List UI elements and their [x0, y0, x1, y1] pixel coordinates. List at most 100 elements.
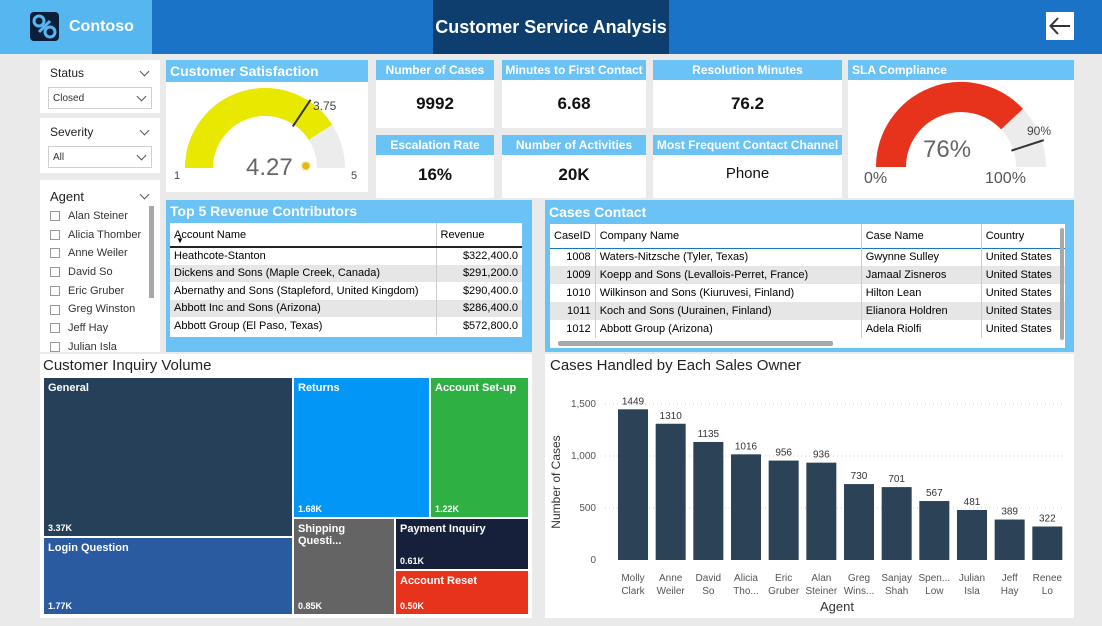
bar[interactable]	[693, 441, 724, 560]
table-row[interactable]: 1010 Wilkinson and Sons (Kiuruvesi, Finla…	[550, 284, 1065, 302]
treemap-tile[interactable]: Payment Inquiry 0.61K	[395, 518, 529, 570]
column-header-company-name[interactable]: Company Name	[595, 224, 862, 248]
vertical-scrollbar[interactable]	[1060, 228, 1064, 340]
agent-option[interactable]: Alan Steiner	[50, 210, 150, 229]
table-row[interactable]: 1008 Waters-Nitzsche (Tyler, Texas) Gwynne…	[550, 248, 1065, 266]
status-collapse-icon[interactable]	[139, 66, 150, 77]
revenue-cell: $291,200.0	[462, 267, 518, 280]
table-row[interactable]: 1012 Abbott Group (Arizona) Adela Riolfi Un…	[550, 320, 1065, 338]
x-tick-label: Isla	[964, 586, 980, 597]
country-cell: United States	[985, 305, 1052, 317]
x-tick-label: Greg	[848, 573, 870, 584]
agent-option[interactable]: Anne Weiler	[50, 247, 150, 266]
back-button[interactable]	[1046, 12, 1074, 40]
bar[interactable]	[731, 454, 761, 560]
revenue-cell: $572,800.0	[462, 319, 518, 332]
column-header-revenue[interactable]: Revenue	[440, 228, 485, 241]
bar[interactable]	[994, 519, 1025, 560]
gauge-fill	[185, 88, 333, 169]
checkbox[interactable]	[50, 248, 60, 259]
caseid-cell: 1010	[550, 284, 596, 302]
checkbox[interactable]	[50, 304, 60, 315]
bar[interactable]	[844, 484, 874, 560]
agent-option[interactable]: Jeff Hay	[50, 322, 150, 341]
contoso-logo-icon	[30, 12, 59, 41]
x-tick-label: David	[696, 573, 722, 584]
treemap-tile-label: General	[48, 382, 89, 394]
treemap-tile[interactable]: Shipping Questi... 0.85K	[293, 518, 395, 615]
agent-slicer: Agent Alan Steiner Alicia Thomber Anne Wei…	[40, 180, 160, 352]
treemap-tile[interactable]: Account Set-up 1.22K	[430, 377, 529, 518]
treemap-tile[interactable]: Returns 1.68K	[293, 377, 430, 518]
checkbox[interactable]	[50, 323, 60, 334]
status-slicer-title: Status	[50, 66, 85, 80]
x-tick-label: Anne	[659, 573, 683, 584]
cases-contact-table-body: CaseID Company Name Case Name Country 10…	[550, 224, 1065, 348]
agent-option[interactable]: David So	[50, 266, 150, 285]
country-cell: United States	[985, 251, 1052, 264]
company-name-cell: Koepp and Sons (Levallois-Perret, France…	[595, 266, 862, 284]
checkbox[interactable]	[50, 229, 60, 240]
agent-option[interactable]: Alicia Thomber	[50, 229, 150, 248]
checkbox[interactable]	[50, 211, 60, 222]
customer-inquiry-volume-title: Customer Inquiry Volume	[43, 357, 212, 374]
agent-scrollbar[interactable]	[149, 206, 154, 298]
revenue-table-panel: Top 5 Revenue Contributors Account Name …	[166, 200, 532, 352]
brand-name: Contoso	[69, 18, 134, 35]
bar[interactable]	[806, 462, 837, 560]
table-row[interactable]: Dickens and Sons (Maple Creek, Canada) $2…	[170, 264, 522, 282]
agent-collapse-icon[interactable]	[139, 189, 150, 200]
bar-data-label: 1135	[698, 429, 720, 440]
column-header-account-name[interactable]: Account Name ▼	[170, 223, 437, 247]
y-tick-label: 0	[590, 555, 596, 566]
column-header-case-name[interactable]: Case Name	[861, 224, 982, 248]
checkbox[interactable]	[50, 285, 60, 296]
treemap-tile-value: 0.50K	[400, 601, 425, 611]
bar[interactable]	[768, 460, 799, 560]
customer-satisfaction-card: Customer Satisfaction 4.27 ✹ 3.75 1 5	[166, 60, 368, 192]
x-tick-label: Alan	[811, 573, 831, 584]
treemap-tile-label: Account Reset	[400, 575, 478, 587]
column-header-country[interactable]: Country	[985, 229, 1025, 242]
bar[interactable]	[1032, 526, 1063, 560]
bar[interactable]	[881, 487, 912, 560]
sort-desc-icon: ▼	[176, 236, 184, 245]
agent-option[interactable]: Julian Isla	[50, 341, 150, 352]
bar[interactable]	[957, 509, 987, 560]
x-tick-label: Lo	[1042, 586, 1054, 597]
account-name-cell: Dickens and Sons (Maple Creek, Canada)	[170, 264, 437, 282]
agent-option[interactable]: Greg Winston	[50, 303, 150, 322]
table-row[interactable]: Abbott Inc and Sons (Arizona) $286,400.0	[170, 299, 522, 317]
table-row[interactable]: Heathcote-Stanton $322,400.0	[170, 247, 522, 265]
table-row[interactable]: Abbott Group (El Paso, Texas) $572,800.0	[170, 317, 522, 335]
column-header-caseid[interactable]: CaseID	[550, 224, 596, 248]
treemap-tile[interactable]: Account Reset 0.50K	[395, 570, 529, 615]
treemap-tile[interactable]: General 3.37K	[43, 377, 293, 537]
severity-dropdown[interactable]: All	[48, 146, 152, 168]
revenue-table-title: Top 5 Revenue Contributors	[170, 203, 358, 219]
chevron-down-icon	[136, 91, 147, 102]
table-row[interactable]: 1009 Koepp and Sons (Levallois-Perret, Fr…	[550, 266, 1065, 284]
x-tick-label: Clark	[621, 586, 645, 597]
bar-data-label: 389	[1001, 507, 1018, 518]
y-tick-label: 500	[579, 503, 596, 514]
status-dropdown[interactable]: Closed	[48, 87, 152, 109]
horizontal-scrollbar[interactable]	[558, 341, 833, 346]
brand-block: Contoso	[0, 0, 152, 54]
bar[interactable]	[618, 409, 648, 560]
bar-data-label: 956	[775, 448, 792, 459]
table-row[interactable]: Abernathy and Sons (Stapleford, United K…	[170, 282, 522, 300]
agent-option[interactable]: Eric Gruber	[50, 285, 150, 304]
treemap-tile[interactable]: Login Question 1.77K	[43, 537, 293, 615]
checkbox[interactable]	[50, 341, 60, 352]
table-row[interactable]: 1011 Koch and Sons (Uurainen, Finland) Eli…	[550, 302, 1065, 320]
kpi-label: Resolution Minutes	[653, 60, 842, 80]
checkbox[interactable]	[50, 267, 60, 278]
sla-value: 76%	[923, 136, 972, 163]
severity-collapse-icon[interactable]	[139, 125, 150, 136]
inquiry-treemap: General 3.37K Returns 1.68K Account Set-up 1.…	[43, 377, 529, 615]
bar[interactable]	[655, 423, 686, 560]
bar[interactable]	[919, 501, 950, 560]
severity-dropdown-value: All	[53, 152, 65, 163]
x-tick-label: So	[702, 586, 715, 597]
